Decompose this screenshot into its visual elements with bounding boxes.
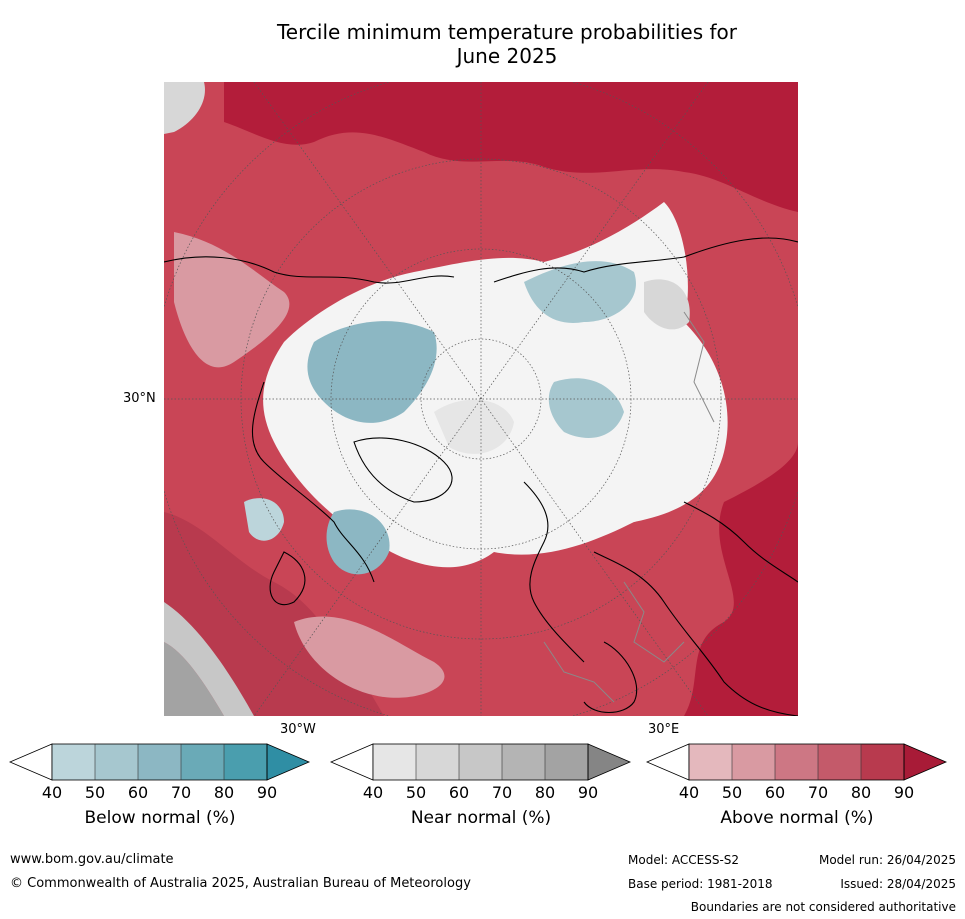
colorbar-outline	[372, 743, 589, 781]
colorbar-segment	[95, 744, 138, 780]
colorbar-segment	[732, 744, 775, 780]
colorbar-extend-min	[645, 743, 690, 781]
footer-base-period: Base period: 1981-2018	[628, 877, 773, 891]
colorbar-above-normal: 40 50 60 70 80 90	[645, 743, 948, 802]
near-normal-patch-1	[434, 399, 514, 454]
colorbar-extend-max	[903, 743, 948, 781]
lat-label-30n: 30°N	[123, 391, 156, 406]
colorbar-outline	[51, 743, 268, 781]
colorbar-tick-label: 70	[491, 783, 513, 802]
colorbar-tick-label: 80	[850, 783, 872, 802]
colorbar-segment	[52, 744, 95, 780]
colorbar-segment	[775, 744, 818, 780]
colorbar-extend-min	[329, 743, 374, 781]
colorbar-above-title: Above normal (%)	[720, 808, 874, 828]
near-normal-topleft	[164, 82, 205, 134]
above-90-region-east	[684, 442, 798, 716]
near-normal-corner	[164, 642, 224, 716]
footer-copyright: © Commonwealth of Australia 2025, Austra…	[10, 876, 471, 891]
colorbar-near-title: Near normal (%)	[410, 808, 552, 828]
colorbar-extend-max	[587, 743, 632, 781]
colorbar-near-normal: 40 50 60 70 80 90	[329, 743, 632, 802]
colorbar-segment	[861, 744, 904, 780]
coastlines	[164, 237, 798, 716]
colorbar-below-normal: 40 50 60 70 80 90	[8, 743, 311, 802]
colorbar-segment	[545, 744, 588, 780]
colorbar-segment	[373, 744, 416, 780]
graticule	[164, 82, 798, 716]
colorbar-segment	[818, 744, 861, 780]
above-50-region-west	[174, 232, 290, 368]
colorbar-tick-label: 40	[362, 783, 384, 802]
near-normal-corner-light	[164, 602, 254, 716]
colorbar-tick-label: 90	[577, 783, 599, 802]
colorbar-tick-label: 70	[807, 783, 829, 802]
footer-issued: Issued: 28/04/2025	[840, 877, 956, 891]
footer-url[interactable]: www.bom.gov.au/climate	[10, 852, 174, 867]
colorbar-segment	[689, 744, 732, 780]
colorbar-tick-label: 80	[534, 783, 556, 802]
below-normal-siberia	[524, 261, 636, 323]
colorbar-below-title: Below normal (%)	[84, 808, 236, 828]
near-normal-patch-2	[644, 279, 690, 330]
colorbar-tick-label: 40	[41, 783, 63, 802]
colorbar-tick-label: 50	[721, 783, 743, 802]
colorbar-tick-label: 60	[127, 783, 149, 802]
lon-label-30w: 30°W	[280, 722, 316, 737]
title-line-2: June 2025	[456, 44, 558, 68]
below-normal-canada	[307, 321, 437, 423]
footer-model-run: Model run: 26/04/2025	[818, 853, 956, 867]
colorbar-tick-label: 50	[84, 783, 106, 802]
probability-map	[164, 82, 798, 716]
colorbar-tick-label: 60	[448, 783, 470, 802]
colorbar-tick-label: 50	[405, 783, 427, 802]
above-90-region-north	[224, 82, 798, 212]
colorbar-tick-label: 70	[170, 783, 192, 802]
chart-title: Tercile minimum temperature probabilitie…	[200, 20, 814, 68]
below-normal-atlantic	[326, 509, 390, 575]
colorbar-tick-label: 90	[256, 783, 278, 802]
lon-label-30e: 30°E	[648, 722, 680, 737]
footer-disclaimer: Boundaries are not considered authoritat…	[690, 900, 956, 914]
colorbar-segment	[459, 744, 502, 780]
below-normal-scandinavia	[548, 378, 624, 438]
title-line-1: Tercile minimum temperature probabilitie…	[276, 20, 738, 44]
footer-model: Model: ACCESS-S2	[628, 853, 740, 867]
colorbar-segment	[138, 744, 181, 780]
map-svg	[164, 82, 798, 716]
colorbar-tick-label: 80	[213, 783, 235, 802]
colorbar-segment	[502, 744, 545, 780]
colorbar-extend-max	[266, 743, 311, 781]
colorbar-tick-label: 40	[678, 783, 700, 802]
colorbar-extend-min	[8, 743, 53, 781]
country-borders	[543, 311, 715, 703]
above-50-region-south	[294, 616, 445, 698]
colorbar-below-svg	[8, 743, 311, 781]
colorbar-tick-label: 90	[893, 783, 915, 802]
colorbar-above-svg	[645, 743, 948, 781]
colorbar-near-svg	[329, 743, 632, 781]
below-normal-alaska	[244, 498, 284, 541]
colorbar-segment	[224, 744, 267, 780]
colorbar-segment	[181, 744, 224, 780]
colorbar-outline	[688, 743, 905, 781]
colorbar-tick-label: 60	[764, 783, 786, 802]
colorbar-segment	[416, 744, 459, 780]
